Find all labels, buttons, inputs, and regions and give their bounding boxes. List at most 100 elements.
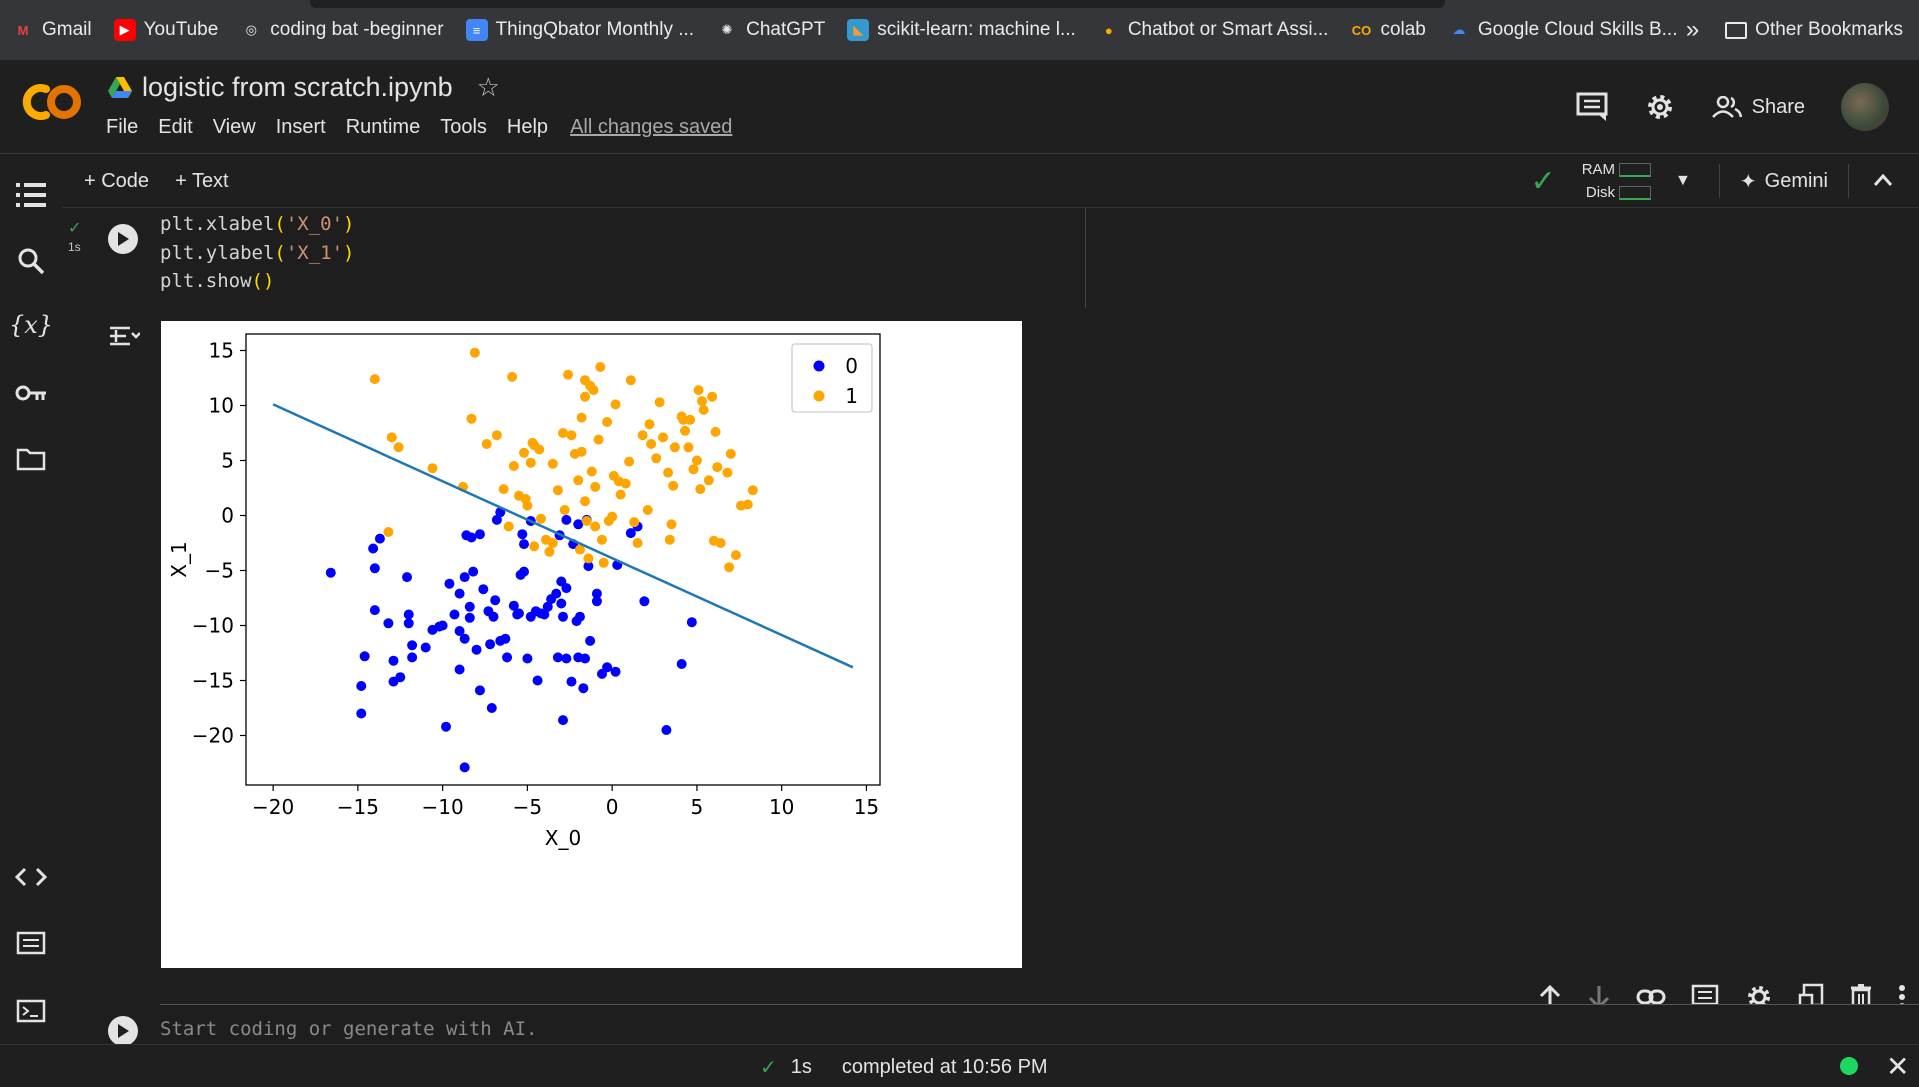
folder-icon[interactable] — [14, 442, 48, 476]
search-icon[interactable] — [14, 244, 48, 278]
data-point-class-1 — [576, 446, 587, 457]
data-point-class-1 — [698, 404, 709, 415]
bookmark-scikit[interactable]: ◣ scikit-learn: machine l... — [847, 19, 1076, 41]
data-point-class-1 — [573, 475, 584, 486]
data-point-class-0 — [464, 601, 475, 612]
menu-runtime[interactable]: Runtime — [345, 116, 421, 138]
terminal-icon[interactable] — [14, 994, 48, 1028]
chevron-double-right-icon[interactable]: » — [1685, 16, 1700, 43]
empty-code-cell[interactable]: Start coding or generate with AI. — [94, 1004, 1919, 1044]
gcloud-icon: ☁ — [1452, 22, 1466, 37]
save-status-link[interactable]: All changes saved — [570, 116, 733, 138]
run-cell-button[interactable] — [108, 1016, 138, 1046]
output-actions-icon[interactable] — [108, 320, 141, 352]
legend-marker — [813, 390, 825, 402]
data-point-class-1 — [644, 419, 655, 430]
variables-icon[interactable]: {x} — [8, 311, 54, 339]
scatter-plot-output: −20 −15 −10 −5 0 5 10 15 −20 −15 −10 −5 0 5 10 15 X_0 X_1… — [161, 321, 1022, 968]
gemini-button[interactable]: ✦ Gemini — [1740, 169, 1828, 194]
link-icon[interactable] — [1636, 988, 1666, 1006]
bookmark-chatbot[interactable]: ● Chatbot or Smart Assi... — [1098, 19, 1329, 41]
cell-gutter: ✓ 1s — [62, 208, 94, 308]
bookmark-gcloud[interactable]: ☁ Google Cloud Skills B... — [1448, 19, 1677, 41]
status-message[interactable]: completed at 10:56 PM — [841, 1056, 1048, 1078]
ram-label: RAM — [1581, 161, 1616, 178]
data-point-class-0 — [500, 633, 511, 644]
data-point-class-0 — [403, 609, 414, 620]
data-point-class-0 — [602, 662, 613, 673]
menu-edit[interactable]: Edit — [158, 116, 193, 138]
bookmark-colab[interactable]: CO colab — [1350, 19, 1426, 41]
bookmark-label: coding bat -beginner — [270, 19, 444, 40]
data-point-class-1 — [658, 432, 669, 443]
data-point-class-0 — [491, 514, 502, 525]
menu-insert[interactable]: Insert — [275, 116, 326, 138]
code-editor[interactable]: plt.xlabel('X_0') plt.ylabel('X_1') plt.… — [160, 210, 355, 296]
gear-icon[interactable] — [1745, 983, 1773, 1011]
key-icon[interactable] — [14, 376, 48, 410]
chevron-down-icon[interactable]: ▼ — [1675, 172, 1691, 189]
globe-icon: ◎ — [245, 22, 257, 37]
notebook-title[interactable]: logistic from scratch.ipynb — [142, 72, 453, 102]
data-point-class-0 — [437, 620, 448, 631]
colab-logo[interactable] — [20, 80, 84, 124]
data-point-class-0 — [395, 672, 406, 683]
data-point-class-0 — [625, 528, 636, 539]
cell-top-border — [160, 1004, 1919, 1005]
data-point-class-0 — [580, 653, 591, 664]
data-point-class-1 — [498, 484, 509, 495]
menu-bar: File Edit View Insert Runtime Tools Help… — [106, 116, 752, 139]
cell-placeholder[interactable]: Start coding or generate with AI. — [160, 1018, 538, 1040]
data-point-class-1 — [610, 399, 621, 410]
data-point-class-1 — [507, 371, 518, 382]
data-point-class-1 — [725, 448, 736, 459]
data-point-class-0 — [639, 596, 650, 607]
add-text-button[interactable]: + Text — [175, 169, 229, 192]
close-icon[interactable]: ✕ — [1886, 1051, 1910, 1082]
connection-status-icon[interactable] — [1840, 1057, 1858, 1075]
resource-monitor[interactable]: RAM Disk — [1581, 158, 1652, 204]
google-drive-icon[interactable] — [108, 76, 132, 99]
bookmark-chatgpt[interactable]: ✺ ChatGPT — [716, 19, 826, 41]
add-code-button[interactable]: + Code — [84, 169, 150, 192]
data-point-class-1 — [669, 442, 680, 453]
y-tick-label: −20 — [192, 724, 234, 748]
data-point-class-0 — [459, 633, 470, 644]
bookmarks-bar: M Gmail ▶ YouTube ◎ coding bat -beginner ≡ Thin… — [0, 0, 1919, 60]
command-palette-icon[interactable] — [14, 926, 48, 960]
code-cell[interactable] — [94, 208, 1919, 308]
data-point-class-1 — [632, 538, 643, 548]
bookmark-globe[interactable]: ◎ coding bat -beginner — [240, 19, 444, 41]
star-icon[interactable]: ☆ — [476, 72, 500, 102]
menu-tools[interactable]: Tools — [440, 116, 487, 138]
data-point-class-1 — [678, 414, 689, 425]
bookmark-gmail[interactable]: M Gmail — [12, 19, 92, 41]
data-point-class-0 — [566, 676, 577, 687]
notebook-title-area: logistic from scratch.ipynb ☆ — [108, 72, 500, 103]
data-point-class-1 — [742, 499, 753, 510]
run-cell-button[interactable] — [108, 224, 138, 254]
menu-view[interactable]: View — [212, 116, 256, 138]
data-point-class-0 — [686, 617, 697, 628]
table-of-contents-icon[interactable] — [14, 178, 48, 212]
bookmark-youtube[interactable]: ▶ YouTube — [113, 19, 218, 41]
status-exec-time: 1s — [790, 1056, 812, 1078]
share-button[interactable]: Share — [1711, 96, 1805, 119]
comments-icon[interactable] — [1576, 92, 1608, 122]
data-point-class-0 — [369, 605, 380, 616]
data-point-class-0 — [374, 533, 385, 544]
other-bookmarks-link[interactable]: Other Bookmarks — [1755, 19, 1903, 40]
gear-icon[interactable] — [1644, 91, 1676, 123]
menu-help[interactable]: Help — [506, 116, 549, 138]
chevron-up-icon[interactable] — [1873, 170, 1893, 193]
code-snippets-icon[interactable] — [14, 860, 48, 894]
bookmark-docs[interactable]: ≡ ThingQbator Monthly ... — [465, 19, 694, 41]
data-point-class-0 — [468, 566, 479, 577]
avatar[interactable] — [1841, 83, 1889, 131]
scikit-icon: ◣ — [847, 19, 870, 41]
data-point-class-0 — [383, 618, 394, 629]
menu-file[interactable]: File — [106, 116, 139, 138]
data-point-class-0 — [459, 762, 470, 773]
docs-icon: ≡ — [465, 19, 488, 41]
